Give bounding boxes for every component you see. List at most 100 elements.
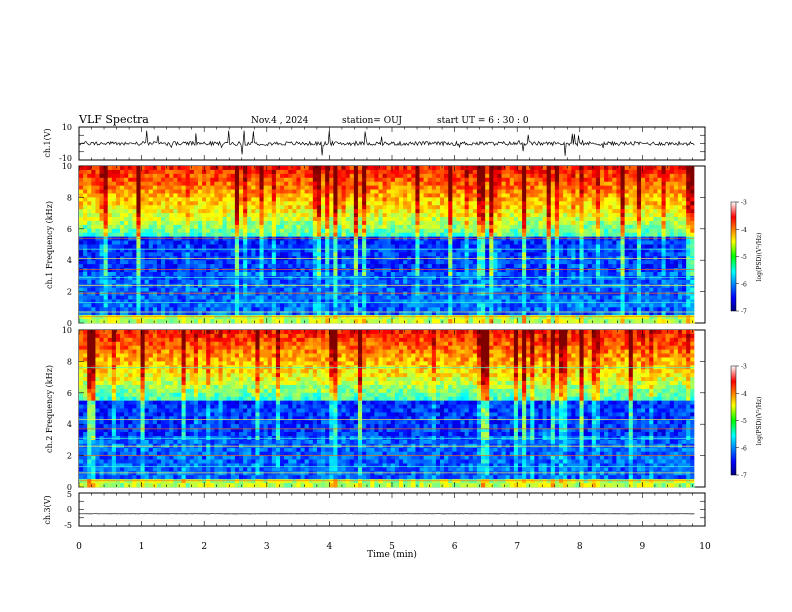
spectrogram-cell [542, 271, 548, 277]
spectrogram-cell [115, 181, 121, 187]
spectrogram-cell [382, 220, 388, 226]
spectrogram-cell [374, 264, 379, 269]
spectrogram-cell [534, 228, 539, 234]
spectrogram-cell [300, 268, 306, 273]
spectrogram-cell [337, 228, 342, 234]
spectrogram-cell [300, 201, 306, 206]
spectrogram-cell [271, 205, 277, 210]
spectrogram-cell [103, 209, 109, 214]
spectrogram-cell [304, 264, 310, 269]
spectrogram-cell [370, 220, 375, 226]
spectrogram-cell [357, 209, 363, 214]
spectrogram-cell [661, 177, 667, 183]
spectrogram-cell [567, 260, 572, 265]
spectrogram-cell [546, 205, 552, 210]
spectrogram-cell [189, 240, 195, 245]
spectrogram-cell [456, 224, 461, 230]
spectrogram-cell [489, 244, 494, 249]
spectrogram-cell [362, 268, 367, 273]
spectrogram-cell [259, 213, 265, 218]
spectrogram-cell [210, 275, 215, 281]
spectrogram-cell [300, 252, 306, 257]
spectrogram-cell [468, 166, 474, 171]
spectrogram-cell [132, 228, 137, 234]
spectrogram-cell [398, 260, 404, 265]
spectrogram-cell [316, 189, 322, 194]
spectrogram-cell [87, 232, 92, 238]
spectrogram-cell [267, 213, 273, 218]
spectrogram-cell [649, 166, 654, 171]
spectrogram-cell [247, 205, 252, 210]
spectrogram-cell [136, 275, 141, 281]
spectrogram-cell [288, 271, 293, 277]
spectrogram-cell [300, 264, 306, 269]
spectrogram-cell [378, 260, 383, 265]
spectrogram-cell [308, 240, 314, 245]
spectrogram-cell [99, 244, 105, 249]
spectrogram-cell [243, 213, 248, 218]
spectrogram-cell [542, 193, 548, 198]
spectrogram-cell [124, 217, 129, 222]
spectrogram-cell [165, 283, 170, 289]
spectrogram-cell [304, 248, 310, 253]
spectrogram-cell [628, 240, 634, 245]
spectrogram-cell [661, 228, 667, 234]
spectrogram-cell [616, 205, 621, 210]
spectrogram-cell [493, 275, 498, 281]
spectrogram-cell [505, 268, 511, 273]
spectrogram-cell [444, 264, 449, 269]
spectrogram-cell [476, 173, 482, 179]
spectrogram-cell [501, 189, 507, 194]
spectrogram-cell [128, 252, 133, 257]
spectrogram-cell [481, 193, 486, 198]
spectrogram-cell [177, 193, 182, 198]
spectrogram-cell [657, 185, 662, 190]
spectrogram-cell [563, 166, 568, 171]
spectrogram-cell [230, 268, 236, 273]
spectrogram-cell [530, 260, 535, 265]
spectrogram-cell [550, 236, 556, 241]
spectrogram-cell [284, 201, 289, 206]
spectrogram-cell [284, 252, 289, 257]
spectrogram-cell [595, 236, 601, 241]
spectrogram-cell [107, 205, 113, 210]
spectrogram-cell [620, 260, 626, 265]
spectrogram-cell [624, 193, 630, 198]
spectrogram-cell [329, 275, 334, 281]
spectrogram-cell [542, 177, 548, 183]
spectrogram-cell [665, 189, 671, 194]
spectrogram-cell [99, 236, 105, 241]
spectrogram-cell [280, 220, 285, 226]
spectrogram-cell [571, 185, 576, 190]
spectrogram-cell [128, 271, 133, 277]
spectrogram-cell [415, 173, 420, 179]
spectrogram-cell [419, 275, 424, 281]
spectrogram-cell [370, 287, 375, 293]
spectrogram-cell [120, 185, 125, 190]
spectrogram-cell [583, 264, 589, 269]
spectrogram-cell [394, 244, 400, 249]
spectrogram-cell [661, 224, 667, 230]
spectrogram-cell [394, 197, 400, 202]
spectrogram-cell [649, 283, 654, 289]
spectrogram-cell [345, 169, 351, 175]
spectrogram-cell [456, 240, 461, 245]
spectrogram-cell [193, 240, 199, 245]
spectrogram-cell [321, 228, 326, 234]
spectrogram-cell [546, 283, 552, 289]
spectrogram-cell [682, 260, 687, 265]
spectrogram-cell [345, 228, 351, 234]
spectrogram-cell [316, 169, 322, 175]
spectrogram-cell [386, 193, 392, 198]
spectrogram-cell [91, 224, 96, 230]
spectrogram-cell [333, 252, 338, 257]
spectrogram-cell [333, 213, 338, 218]
spectrogram-cell [403, 268, 408, 273]
spectrogram-cell [661, 220, 667, 226]
spectrogram-cell [247, 279, 252, 285]
spectrogram-cell [325, 169, 330, 175]
spectrogram-cell [452, 244, 457, 249]
spectrogram-cell [538, 220, 543, 226]
spectrogram-cell [181, 189, 187, 194]
spectrogram-cell [181, 173, 187, 179]
